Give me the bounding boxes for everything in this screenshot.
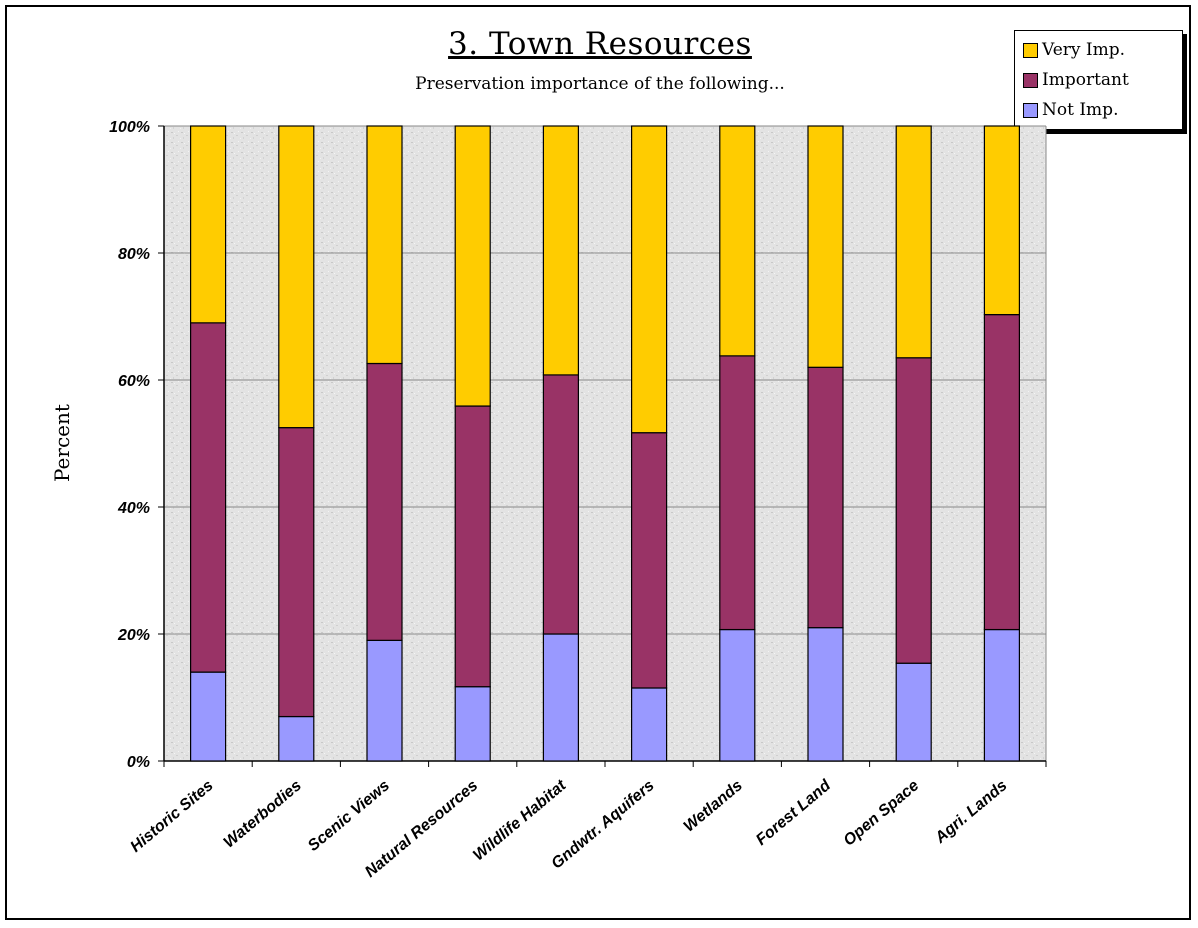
- bar-segment: [630, 687, 668, 762]
- x-tick-label: Forest Land: [753, 776, 835, 849]
- bar-segment: [366, 125, 403, 365]
- legend-swatch: [1023, 42, 1038, 58]
- y-tick-label: 60%: [118, 373, 150, 390]
- bar-segment: [630, 432, 668, 689]
- legend-label: Not Imp.: [1042, 100, 1119, 120]
- bar-segment: [895, 662, 932, 762]
- bar-segment: [807, 627, 844, 762]
- bar-segment: [983, 313, 1021, 631]
- y-tick-label: 20%: [117, 627, 150, 644]
- bar-segment: [542, 125, 580, 376]
- legend-item-important: Important: [1023, 65, 1182, 95]
- legend-item-very-imp: Very Imp.: [1023, 35, 1182, 65]
- bar-segment: [895, 125, 932, 359]
- x-tick-label: Historic Sites: [127, 777, 216, 856]
- x-tick-label: Scenic Views: [305, 777, 393, 855]
- x-tick-label: Open Space: [840, 777, 922, 850]
- bar-segment: [366, 362, 403, 641]
- x-tick-label: Agri. Lands: [931, 777, 1010, 847]
- legend-label: Very Imp.: [1042, 40, 1126, 60]
- bar-segment: [983, 125, 1021, 316]
- x-tick-label: Wetlands: [681, 777, 746, 836]
- bar-segment: [719, 355, 756, 631]
- bar-segment: [278, 125, 315, 429]
- legend-label: Important: [1042, 70, 1129, 90]
- bar-segment: [542, 374, 580, 635]
- bar-segment: [454, 125, 491, 407]
- y-tick-label: 80%: [118, 246, 150, 263]
- bar-segment: [807, 125, 844, 368]
- legend: Very Imp. Important Not Imp.: [1014, 30, 1183, 130]
- bar-segment: [983, 628, 1021, 762]
- legend-item-not-imp: Not Imp.: [1023, 95, 1182, 125]
- bar-segment: [190, 322, 227, 673]
- x-tick-label: Waterbodies: [221, 777, 305, 852]
- chart-title: 3. Town Resources: [448, 26, 752, 62]
- y-tick-label: 100%: [109, 119, 150, 136]
- bar-segment: [807, 366, 844, 629]
- bar-segment: [719, 628, 756, 762]
- legend-swatch: [1023, 72, 1038, 88]
- chart-subtitle: Preservation importance of the following…: [415, 74, 785, 94]
- bar-segment: [542, 633, 580, 762]
- legend-swatch: [1023, 102, 1038, 118]
- bar-segment: [719, 125, 756, 357]
- bar-segment: [278, 715, 315, 762]
- bar-segment: [366, 639, 403, 762]
- bar-segment: [190, 671, 227, 762]
- bar-segment: [454, 686, 491, 762]
- y-tick-label: 40%: [117, 500, 150, 517]
- bar-segment: [895, 357, 932, 664]
- bar-segment: [190, 125, 227, 324]
- y-tick-label: 0%: [127, 754, 150, 771]
- bar-segment: [454, 405, 491, 688]
- x-tick-label: Wildlife Habitat: [470, 777, 570, 865]
- bar-segment: [278, 427, 315, 718]
- bar-segment: [630, 125, 668, 434]
